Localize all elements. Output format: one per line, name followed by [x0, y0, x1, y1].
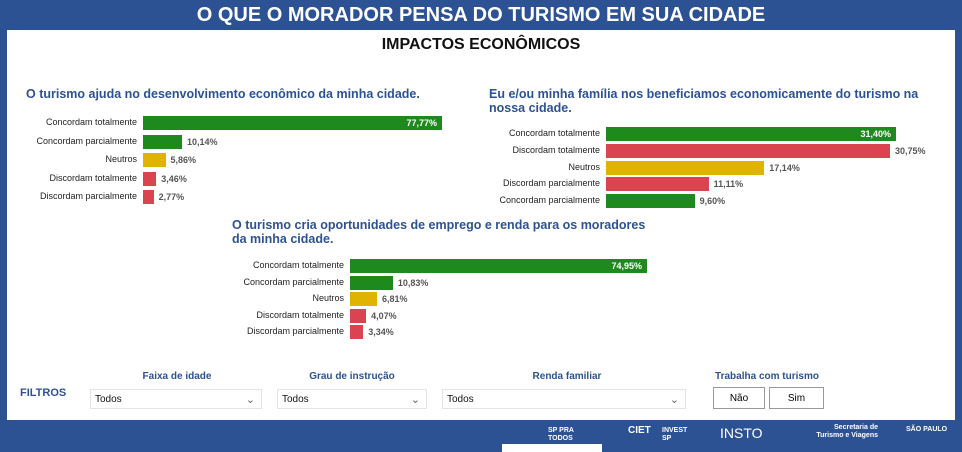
data-label: 10,14%: [186, 136, 218, 147]
report-panel: IMPACTOS ECONÔMICOS O turismo ajuda no d…: [7, 30, 955, 420]
bar-row: Neutros 6,81%: [7, 292, 955, 307]
education-filter-label: Grau de instrução: [309, 371, 395, 382]
logo-sao-paulo: SÃO PAULO: [906, 426, 948, 433]
bar-row: Discordam totalmente 4,07%: [7, 308, 955, 324]
category-label: Discordam parcialmente: [502, 178, 600, 189]
data-label: 3,46%: [161, 173, 187, 184]
logo-secretaria: Secretaria de Turismo e Viagens: [816, 424, 878, 439]
bar[interactable]: [143, 190, 154, 204]
category-label: Concordam totalmente: [252, 260, 344, 270]
bar-row: Discordam parcialmente 11,11%: [7, 177, 955, 192]
bar[interactable]: [606, 194, 695, 209]
page-title: O QUE O MORADOR PENSA DO TURISMO EM SUA …: [196, 4, 766, 26]
bar-row: Concordam totalmente 31,40%: [7, 127, 955, 142]
filters-label: FILTROS: [20, 387, 67, 399]
category-label: Discordam totalmente: [512, 144, 600, 155]
page-tab[interactable]: [502, 444, 602, 452]
education-filter-value: Todos: [282, 394, 309, 405]
bar[interactable]: [143, 153, 166, 167]
chevron-down-icon: ⌄: [669, 394, 679, 406]
category-label: Concordam totalmente: [45, 117, 137, 127]
bar[interactable]: [350, 308, 367, 323]
bar[interactable]: [606, 177, 709, 192]
category-label: Discordam parcialmente: [39, 191, 137, 201]
bar-row: Discordam totalmente 3,46%: [7, 171, 955, 187]
logo-sp-pra-todos: SP PRA TODOS: [548, 427, 574, 442]
data-label: 3,34%: [368, 327, 394, 338]
data-label: 6,81%: [381, 294, 408, 305]
section-subtitle: IMPACTOS ECONÔMICOS: [381, 36, 581, 53]
chart-3-title: O turismo cria oportunidades de emprego …: [232, 218, 646, 246]
bar-row: Concordam parcialmente 9,60%: [7, 194, 955, 209]
bar-row: Discordam parcialmente 3,34%: [7, 325, 955, 340]
category-label: Concordam totalmente: [508, 128, 600, 138]
bar[interactable]: [143, 134, 182, 149]
category-label: Concordam parcialmente: [36, 135, 137, 146]
category-label: Neutros: [105, 154, 137, 164]
data-label: 9,60%: [699, 196, 726, 207]
bar-row: Neutros 17,14%: [7, 160, 955, 176]
bar[interactable]: [350, 275, 393, 290]
data-label: 31,40%: [860, 129, 891, 139]
data-label: 30,75%: [894, 145, 926, 156]
education-filter-select[interactable]: Todos ⌄: [277, 389, 427, 409]
bar-row: Concordam parcialmente 10,83%: [7, 275, 955, 291]
bar[interactable]: [606, 143, 890, 158]
chevron-down-icon: ⌄: [410, 394, 420, 406]
bar[interactable]: [606, 160, 765, 175]
works-no-button[interactable]: Não: [713, 387, 765, 409]
works-filter-label: Trabalha com turismo: [715, 371, 819, 382]
logo-ciet: CIET: [628, 425, 651, 436]
chart-family-benefit: Concordam totalmente 31,40% Discordam tota…: [7, 127, 955, 227]
bar[interactable]: [350, 325, 364, 340]
bar-row: Concordam totalmente 77,77%: [7, 116, 955, 131]
category-label: Discordam parcialmente: [246, 326, 344, 337]
bar[interactable]: [350, 259, 647, 273]
data-label: 74,95%: [611, 261, 642, 271]
category-label: Concordam parcialmente: [499, 195, 600, 206]
chart-1-title: O turismo ajuda no desenvolvimento econô…: [26, 87, 420, 101]
age-filter-label: Faixa de idade: [142, 371, 212, 382]
data-label: 10,83%: [397, 277, 429, 288]
bar-row: Discordam totalmente 30,75%: [7, 143, 955, 159]
chevron-down-icon: ⌄: [245, 394, 255, 406]
bar-row: Discordam parcialmente 2,77%: [7, 190, 955, 205]
bar[interactable]: [143, 116, 442, 130]
bar[interactable]: [143, 171, 157, 186]
data-label: 77,77%: [406, 118, 437, 128]
chart-economic-development: Concordam totalmente 77,77% Concordam parc…: [7, 116, 955, 216]
logo-invest-sp: INVEST SP: [662, 427, 688, 442]
data-label: 2,77%: [158, 192, 185, 202]
category-label: Discordam totalmente: [49, 172, 137, 183]
data-label: 17,14%: [769, 162, 800, 173]
data-label: 4,07%: [371, 310, 397, 321]
works-yes-button[interactable]: Sim: [769, 387, 824, 409]
bar-row: Concordam totalmente 74,95%: [7, 259, 955, 274]
income-filter-value: Todos: [447, 394, 474, 405]
age-filter-select[interactable]: Todos ⌄: [90, 389, 262, 409]
chart-jobs-income: Concordam totalmente 74,95% Concordam parc…: [7, 259, 955, 359]
chart-2-title: Eu e/ou minha família nos beneficiamos e…: [489, 87, 919, 115]
bar[interactable]: [606, 127, 896, 141]
income-filter-select[interactable]: Todos ⌄: [442, 389, 686, 409]
category-label: Neutros: [312, 293, 344, 304]
data-label: 11,11%: [713, 179, 744, 190]
age-filter-value: Todos: [95, 394, 122, 405]
category-label: Concordam parcialmente: [243, 276, 344, 287]
category-label: Discordam totalmente: [256, 309, 344, 320]
bar[interactable]: [350, 292, 377, 307]
category-label: Neutros: [568, 161, 600, 172]
income-filter-label: Renda familiar: [532, 371, 602, 382]
bar-row: Concordam parcialmente 10,14%: [7, 134, 955, 150]
data-label: 5,86%: [170, 155, 197, 165]
logo-insto: INSTO: [720, 425, 763, 441]
bar-row: Neutros 5,86%: [7, 153, 955, 168]
